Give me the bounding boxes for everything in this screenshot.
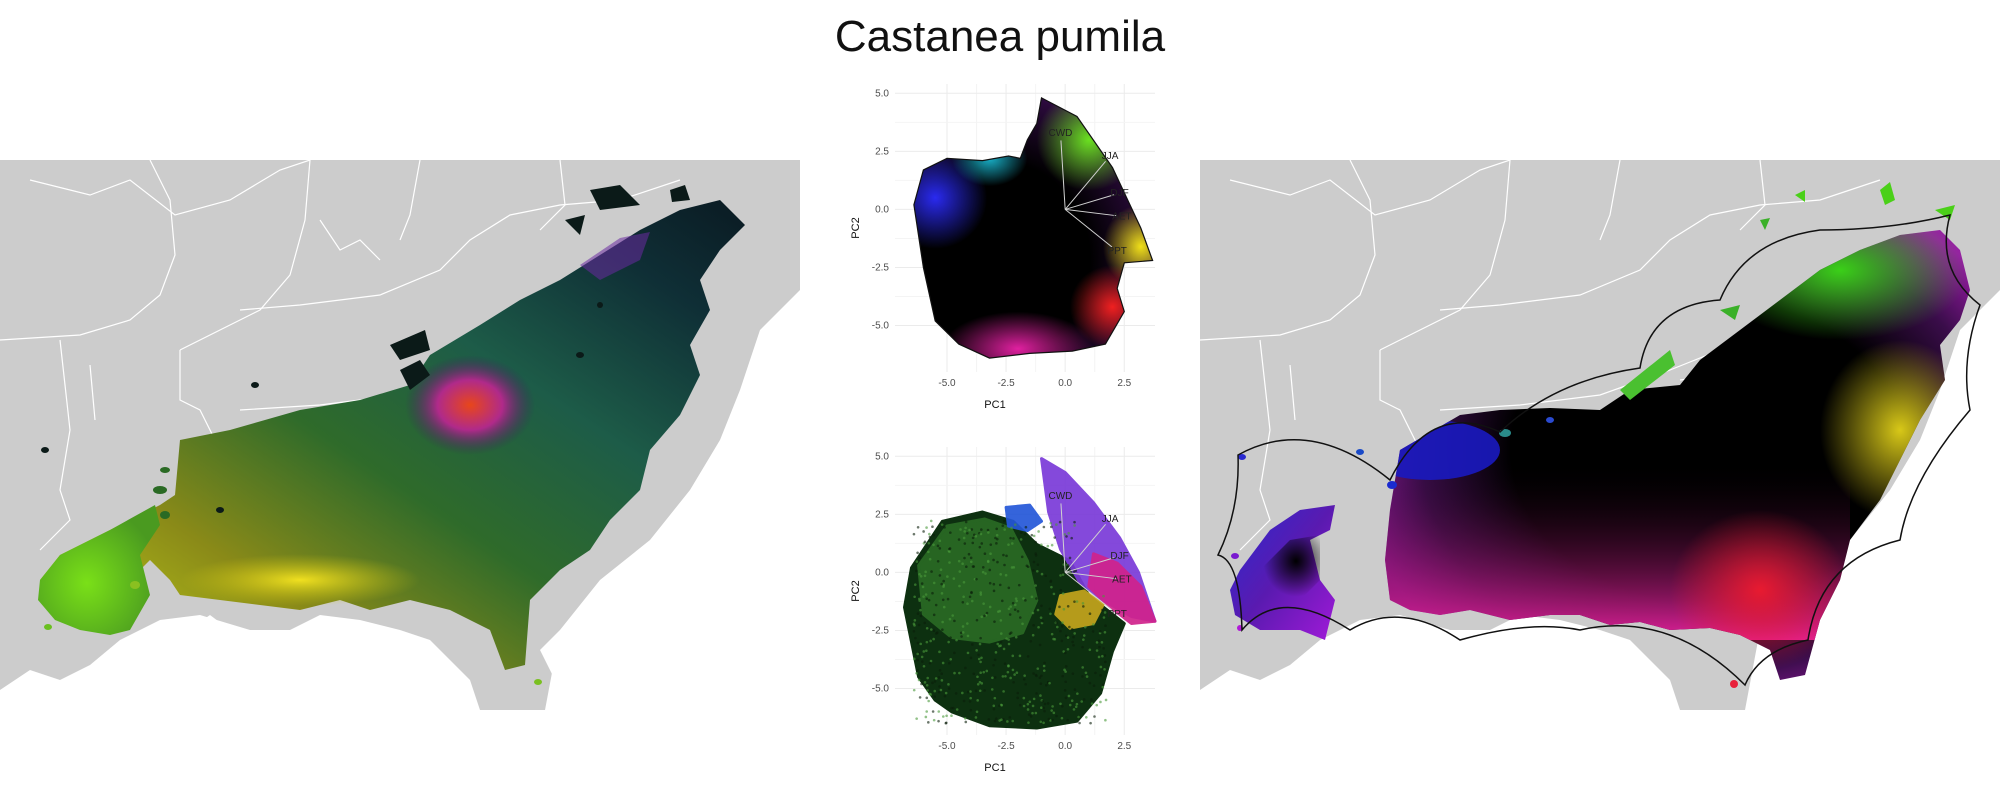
loading-arrow xyxy=(1060,140,1066,210)
point-speckles xyxy=(912,519,1108,725)
loading-arrow xyxy=(1065,194,1115,210)
x-tick-label: 0.0 xyxy=(1058,741,1072,752)
y-tick-label: 0.0 xyxy=(875,567,889,578)
loading-label: JJA xyxy=(1102,151,1119,162)
x-tick-label: -5.0 xyxy=(938,378,956,389)
loading-label: PPT xyxy=(1107,246,1126,257)
hull-outline xyxy=(913,96,1154,359)
x-tick-label: -2.5 xyxy=(997,378,1015,389)
loading-arrow xyxy=(1065,557,1115,573)
loading-arrow xyxy=(1060,503,1066,573)
x-tick-label: -5.0 xyxy=(938,741,956,752)
y-tick-label: 2.5 xyxy=(875,146,889,157)
loading-arrow xyxy=(1064,209,1113,248)
loading-label: DJF xyxy=(1110,551,1128,562)
y-axis-label: PC2 xyxy=(850,217,862,238)
loading-label: PPT xyxy=(1107,609,1126,620)
loading-vectors: CWD JJA DJF AET PPT xyxy=(1049,491,1132,620)
x-tick-label: -2.5 xyxy=(997,741,1015,752)
loading-label: CWD xyxy=(1049,128,1073,139)
loading-label: AET xyxy=(1112,211,1131,222)
map-pca-colored xyxy=(1200,160,2000,710)
range-hull-outline xyxy=(1216,213,1981,687)
y-tick-label: -5.0 xyxy=(872,684,890,695)
species-range-left xyxy=(38,185,745,685)
loading-vectors: CWD JJA DJF AET PPT xyxy=(1049,128,1132,257)
loading-label: JJA xyxy=(1102,514,1119,525)
x-tick-label: 2.5 xyxy=(1117,741,1131,752)
x-axis-label: PC1 xyxy=(984,762,1005,774)
color-blob xyxy=(951,130,1028,187)
loading-arrow xyxy=(1064,572,1113,611)
y-axis-label: PC2 xyxy=(850,580,862,601)
y-tick-label: 2.5 xyxy=(875,509,889,520)
loading-arrow xyxy=(1064,161,1106,210)
loading-arrow xyxy=(1065,208,1117,217)
x-axis-label: PC1 xyxy=(984,399,1005,411)
point-cloud xyxy=(1087,552,1157,625)
loading-label: CWD xyxy=(1049,491,1073,502)
coastal-water xyxy=(188,615,570,680)
loading-label: AET xyxy=(1112,574,1131,585)
loading-label: DJF xyxy=(1110,188,1128,199)
y-tick-label: 5.0 xyxy=(875,451,889,462)
axes: -5.0 -2.5 0.0 2.5 5.0 2.5 0.0 -2.5 -5.0 PC1 PC2 xyxy=(850,88,1132,411)
color-blob xyxy=(942,311,1094,359)
y-tick-label: -2.5 xyxy=(872,262,890,273)
x-tick-label: 2.5 xyxy=(1117,378,1131,389)
axes: -5.0 -2.5 0.0 2.5 5.0 2.5 0.0 -2.5 -5.0 PC1 PC2 xyxy=(850,451,1132,774)
occurrence-point-clouds xyxy=(903,457,1157,730)
y-tick-label: -5.0 xyxy=(872,321,890,332)
y-tick-label: -2.5 xyxy=(872,625,890,636)
loading-arrow xyxy=(1065,571,1117,580)
y-tick-label: 5.0 xyxy=(875,88,889,99)
y-tick-label: 0.0 xyxy=(875,204,889,215)
loading-arrow xyxy=(1064,524,1106,573)
map-climate-colored xyxy=(0,160,800,710)
x-tick-label: 0.0 xyxy=(1058,378,1072,389)
figure-title: Castanea pumila xyxy=(834,12,1166,61)
